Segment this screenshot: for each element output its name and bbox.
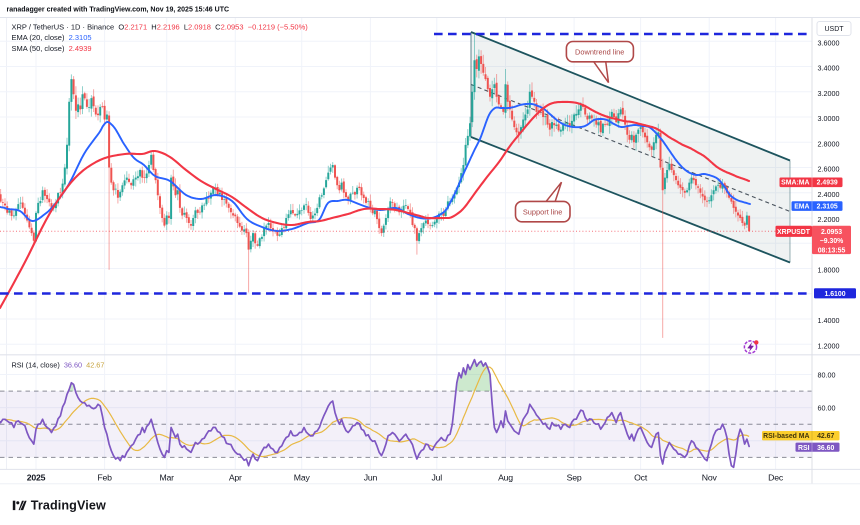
svg-text:2.0953: 2.0953 [821, 229, 842, 236]
svg-text:2.4939: 2.4939 [817, 180, 838, 187]
svg-text:Nov: Nov [702, 472, 718, 482]
svg-text:USDT: USDT [824, 26, 844, 33]
svg-text:−9.30%: −9.30% [820, 238, 844, 245]
svg-text:Sep: Sep [567, 472, 582, 482]
svg-text:Jun: Jun [364, 472, 378, 482]
svg-text:Support line: Support line [523, 208, 562, 217]
svg-text:2.2000: 2.2000 [818, 215, 840, 224]
svg-text:RSI (14, close) 36.60 42.67: RSI (14, close) 36.60 42.67 [12, 361, 105, 370]
svg-text:TradingView: TradingView [31, 499, 106, 513]
svg-text:1.8000: 1.8000 [818, 266, 840, 275]
svg-text:2.4000: 2.4000 [818, 190, 840, 199]
svg-text:SMA:MA: SMA:MA [781, 180, 809, 187]
svg-text:36.60: 36.60 [817, 445, 834, 452]
svg-text:08:13:55: 08:13:55 [818, 248, 846, 255]
svg-text:1.6100: 1.6100 [824, 291, 845, 298]
svg-text:Jul: Jul [432, 472, 443, 482]
svg-text:Mar: Mar [160, 472, 175, 482]
svg-text:3.0000: 3.0000 [818, 114, 840, 123]
svg-text:EMA: EMA [794, 204, 809, 211]
svg-text:ranadagger created with Tradin: ranadagger created with TradingView.com,… [7, 6, 230, 13]
svg-text:Aug: Aug [498, 472, 513, 482]
svg-text:Feb: Feb [97, 472, 112, 482]
svg-text:3.6000: 3.6000 [818, 38, 840, 47]
svg-text:Dec: Dec [768, 472, 784, 482]
svg-text:RSI: RSI [798, 445, 810, 452]
svg-text:May: May [294, 472, 311, 482]
svg-text:2025: 2025 [27, 472, 46, 482]
svg-text:80.00: 80.00 [818, 370, 836, 379]
svg-text:XRPUSDT: XRPUSDT [777, 229, 811, 236]
svg-text:42.67: 42.67 [817, 433, 834, 440]
svg-text:2.6000: 2.6000 [818, 165, 840, 174]
svg-text:Oct: Oct [634, 472, 648, 482]
svg-text:Downtrend line: Downtrend line [575, 48, 624, 57]
svg-text:XRP / TetherUS · 1D · Binance: XRP / TetherUS · 1D · Binance O2.2171 H2… [12, 23, 309, 32]
svg-text:Apr: Apr [229, 472, 242, 482]
svg-text:3.4000: 3.4000 [818, 64, 840, 73]
svg-text:60.00: 60.00 [818, 403, 836, 412]
svg-text:1.2000: 1.2000 [818, 341, 840, 350]
svg-text:RSI-based MA: RSI-based MA [763, 433, 809, 440]
svg-text:EMA (20, close) 2.3105: EMA (20, close) 2.3105 [12, 33, 92, 42]
svg-text:SMA (50, close) 2.4939: SMA (50, close) 2.4939 [12, 44, 92, 53]
svg-text:3.2000: 3.2000 [818, 89, 840, 98]
svg-text:2.3105: 2.3105 [817, 204, 838, 211]
svg-text:1.4000: 1.4000 [818, 316, 840, 325]
svg-text:2.8000: 2.8000 [818, 139, 840, 148]
